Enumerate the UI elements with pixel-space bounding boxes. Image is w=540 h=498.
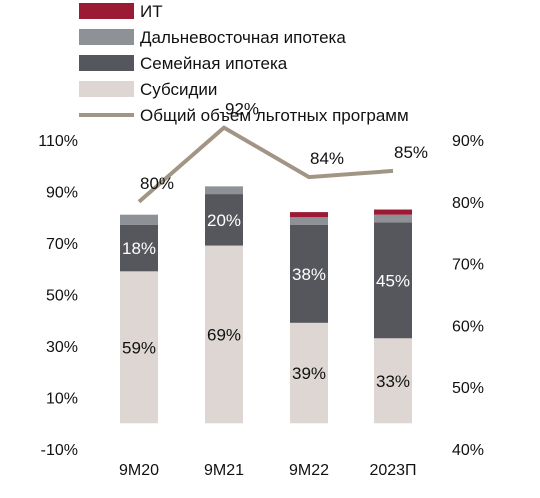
legend-label: Общий объем льготных программ [140, 106, 409, 125]
bar-value-label: 59% [122, 338, 156, 357]
right-tick-label: 70% [452, 257, 484, 274]
right-tick-label: 60% [452, 318, 484, 335]
total-line: 80% 92% 84% 85% [137, 100, 428, 204]
bar-value-label: 39% [292, 364, 326, 383]
legend-label: Семейная ипотека [140, 54, 288, 73]
category-label: 2023П [369, 462, 416, 479]
category-label: 9М21 [204, 462, 244, 479]
left-axis: -10% 10% 30% 50% 70% 90% 110% [38, 133, 78, 459]
bar-value-label: 33% [376, 372, 410, 391]
total-line-label: 85% [394, 143, 428, 162]
left-tick-label: 90% [46, 185, 78, 202]
bar-segment-субсидии [120, 271, 158, 424]
bar-segment-субсидии [374, 338, 412, 424]
legend-label: Дальневосточная ипотека [140, 28, 346, 47]
category-label: 9М20 [119, 462, 159, 479]
right-tick-label: 40% [452, 442, 484, 459]
legend-swatch-семейная-ипотека [79, 55, 134, 71]
total-line-label: 80% [140, 174, 174, 193]
left-tick-label: 30% [46, 339, 78, 356]
bar-segment-субсидии [290, 322, 328, 424]
total-line-path [137, 125, 394, 204]
left-tick-label: 50% [46, 288, 78, 305]
left-tick-label: 110% [38, 133, 78, 150]
bar-segment-ит [290, 212, 328, 218]
bar-segment-ит [374, 209, 412, 215]
legend-swatch-дальневосточная-ипотека [79, 29, 134, 45]
right-tick-label: 50% [452, 380, 484, 397]
bar-segment-дальневосточная-ипотека [290, 217, 328, 225]
bar-value-label: 45% [376, 271, 410, 290]
legend: ИТ Дальневосточная ипотека Семейная ипотек… [79, 2, 409, 125]
bar-segment-семейная-ипотека [120, 224, 158, 272]
total-line-label: 92% [225, 100, 259, 119]
bar-value-label: 38% [292, 265, 326, 284]
category-label: 9М22 [289, 462, 329, 479]
bar-value-label: 69% [207, 325, 241, 344]
left-tick-label: 10% [46, 391, 78, 408]
bar-segment-дальневосточная-ипотека [374, 214, 412, 223]
bar-value-label: 18% [122, 239, 156, 258]
legend-swatch-ит [79, 3, 134, 19]
bar-segment-семейная-ипотека [374, 222, 412, 339]
left-tick-label: -10% [41, 442, 78, 459]
right-axis: 40% 50% 60% 70% 80% 90% [452, 133, 484, 459]
legend-label: Субсидии [140, 80, 217, 99]
left-tick-label: 70% [46, 236, 78, 253]
bar-segment-дальневосточная-ипотека [205, 186, 243, 195]
legend-label: ИТ [140, 2, 163, 21]
x-axis: 9М20 9М21 9М22 2023П [119, 462, 417, 479]
bar-segment-дальневосточная-ипотека [120, 214, 158, 225]
bar-segment-семейная-ипотека [205, 194, 243, 246]
bar-segment-семейная-ипотека [290, 224, 328, 323]
legend-swatch-субсидии [79, 81, 134, 97]
bar-value-label: 20% [207, 211, 241, 230]
right-tick-label: 80% [452, 195, 484, 212]
bars: 59% 69% 39% 33% 18% 20% 38% 45% [120, 186, 412, 424]
total-line-label: 84% [310, 149, 344, 168]
right-tick-label: 90% [452, 133, 484, 150]
bar-segment-субсидии [205, 245, 243, 424]
